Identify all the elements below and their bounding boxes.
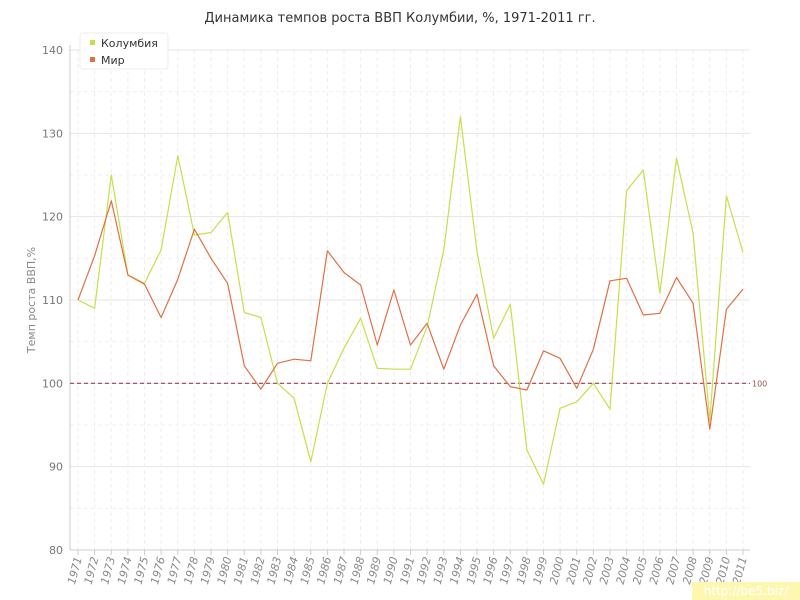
series-line-colombia (77, 116, 744, 485)
chart-title: Динамика темпов роста ВВП Колумбии, %, 1… (204, 11, 595, 26)
legend-label-colombia: Колумбия (101, 37, 158, 50)
legend-box (79, 32, 169, 70)
watermark: http://be5.biz/ (692, 582, 800, 600)
legend-swatch-colombia (90, 40, 95, 45)
y-axis-ticks: 80 90 100 110 120 130 140 (42, 44, 63, 557)
x-axis-ticks: 1971197219731974197519761977197819791980… (65, 550, 750, 586)
y-tick-label: 110 (42, 294, 63, 307)
series-line-world (77, 200, 744, 430)
y-tick-label: 130 (42, 127, 63, 140)
legend: Колумбия Мир (79, 32, 169, 70)
y-tick-label: 80 (49, 544, 63, 557)
y-tick-label: 100 (42, 377, 63, 390)
y-axis-label: Темп роста ВВП,% (25, 247, 38, 354)
grid (69, 45, 750, 551)
y-tick-label: 90 (49, 461, 63, 474)
y-tick-label: 120 (42, 211, 63, 224)
reference-line-label: 100 (752, 379, 767, 388)
legend-label-world: Мир (101, 54, 125, 67)
y-tick-label: 140 (42, 44, 63, 57)
legend-swatch-world (90, 57, 95, 62)
series-lines (77, 116, 744, 485)
